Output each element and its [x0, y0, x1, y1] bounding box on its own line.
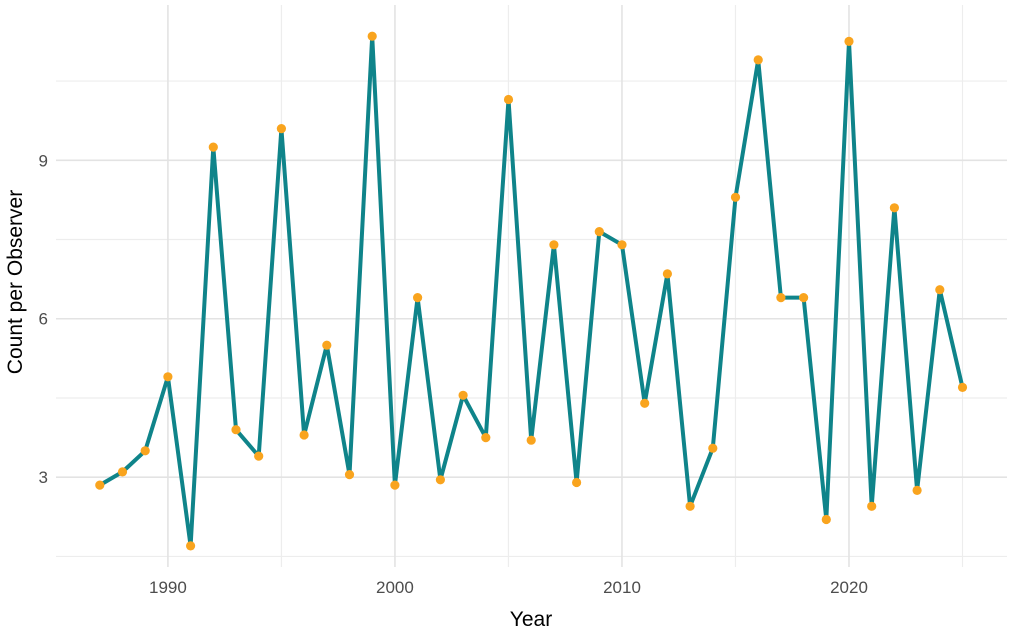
data-point [95, 480, 105, 490]
gridlines-minor [56, 5, 1007, 567]
y-tick-label: 6 [39, 310, 48, 329]
data-point [503, 94, 514, 105]
data-point [753, 55, 763, 65]
data-point [299, 430, 309, 440]
data-point [208, 142, 218, 152]
data-point [186, 541, 196, 551]
data-point [708, 443, 718, 453]
data-line [97, 34, 965, 548]
data-point [367, 31, 377, 41]
data-point [117, 467, 128, 477]
x-tick-label: 2000 [376, 578, 414, 597]
data-point [662, 269, 673, 279]
y-tick-label: 3 [39, 468, 48, 487]
y-tick-label: 9 [39, 151, 48, 170]
data-point [435, 475, 445, 485]
data-point [912, 485, 922, 495]
data-point [572, 477, 582, 488]
series-polyline [97, 34, 965, 548]
data-point [957, 382, 968, 392]
data-point [390, 480, 400, 490]
data-point [276, 124, 286, 134]
data-point [322, 340, 332, 350]
data-point [163, 372, 173, 382]
data-point [730, 192, 741, 202]
x-tick-label: 1990 [149, 578, 187, 597]
data-point [867, 501, 877, 511]
gridlines-major [56, 5, 1007, 567]
data-point [526, 435, 536, 445]
y-axis-title: Count per Observer [4, 190, 27, 374]
x-tick-label: 2010 [603, 578, 641, 597]
data-point [481, 433, 491, 443]
data-point [344, 470, 355, 480]
data-points [95, 31, 968, 551]
x-axis-title: Year [510, 608, 552, 631]
data-point [889, 203, 900, 213]
data-point [617, 240, 627, 250]
data-point [640, 398, 650, 408]
data-point [821, 514, 831, 525]
data-point [685, 501, 695, 511]
data-point [549, 240, 559, 250]
x-tick-label: 2020 [830, 578, 868, 597]
data-point [776, 293, 786, 303]
data-point [231, 425, 241, 435]
data-point [844, 36, 854, 47]
data-point [799, 293, 809, 303]
data-point [458, 390, 468, 400]
x-axis-tick-labels: 1990 2000 2010 2020 [149, 578, 868, 597]
data-point [254, 451, 264, 461]
data-point [935, 285, 945, 295]
data-point [140, 446, 150, 456]
data-point [413, 293, 423, 303]
data-point [594, 227, 604, 237]
y-axis-tick-labels: 3 6 9 [39, 151, 48, 487]
